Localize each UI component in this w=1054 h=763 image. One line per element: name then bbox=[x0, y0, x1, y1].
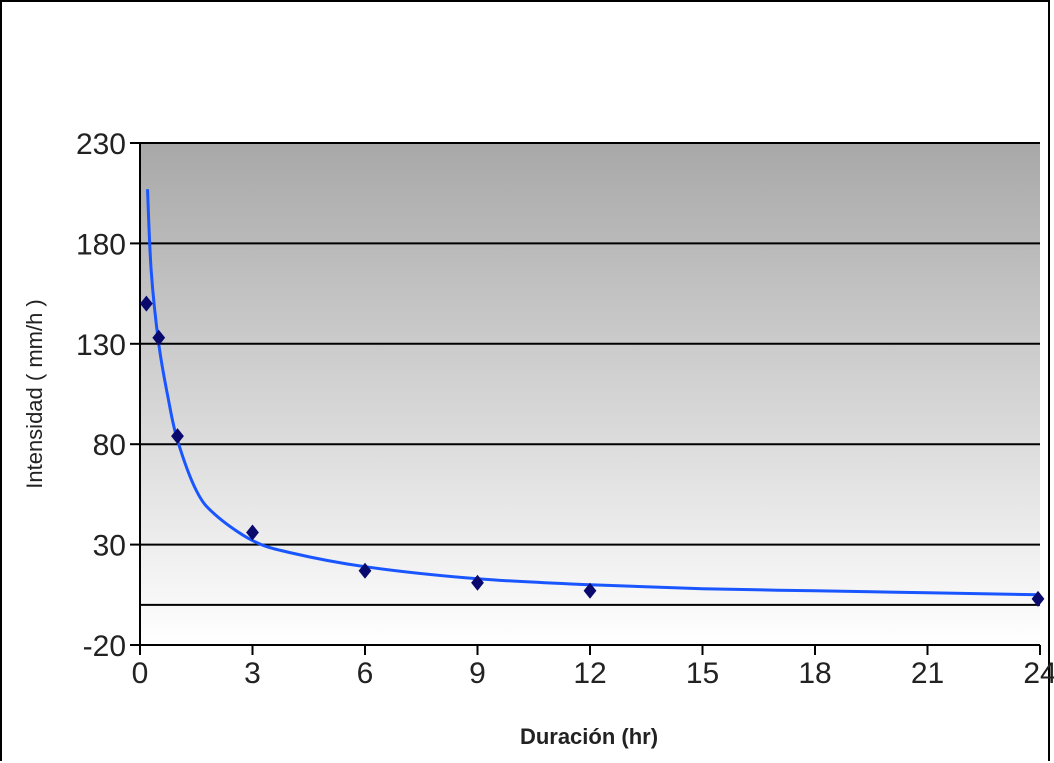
data-point bbox=[139, 295, 153, 312]
data-points bbox=[139, 295, 1045, 607]
x-tick-label: 9 bbox=[469, 657, 486, 690]
y-tick-label: 80 bbox=[93, 429, 126, 462]
gridlines bbox=[140, 142, 1040, 606]
plot-area bbox=[140, 143, 1040, 645]
x-tick-label: 0 bbox=[132, 657, 149, 690]
trendline bbox=[146, 189, 1040, 597]
data-point bbox=[1031, 590, 1045, 607]
x-tick-label: 15 bbox=[686, 657, 719, 690]
y-tick-label: 180 bbox=[76, 228, 126, 261]
data-point bbox=[246, 524, 259, 541]
y-tick-label: 30 bbox=[93, 530, 126, 563]
x-axis-ticks: 0 3 6 9 12 15 18 21 24 bbox=[132, 645, 1054, 690]
data-point bbox=[583, 582, 597, 599]
y-tick-label: -20 bbox=[83, 630, 126, 663]
y-tick-label: 230 bbox=[76, 128, 126, 161]
y-axis-ticks: 230 180 130 80 30 -20 bbox=[76, 128, 140, 663]
data-point bbox=[358, 562, 372, 579]
x-tick-label: 21 bbox=[911, 657, 944, 690]
trendline-group bbox=[146, 189, 1040, 597]
data-point bbox=[171, 428, 184, 445]
x-tick-label: 12 bbox=[573, 657, 606, 690]
y-axis-label: Intensidad ( mm/h ) bbox=[22, 299, 47, 489]
x-tick-label: 24 bbox=[1023, 657, 1054, 690]
x-tick-label: 3 bbox=[244, 657, 261, 690]
y-tick-label: 130 bbox=[76, 329, 126, 362]
x-axis-label: Duración (hr) bbox=[520, 724, 658, 749]
data-point bbox=[471, 574, 484, 591]
data-point bbox=[152, 329, 166, 346]
x-tick-label: 6 bbox=[357, 657, 374, 690]
x-tick-label: 18 bbox=[798, 657, 831, 690]
